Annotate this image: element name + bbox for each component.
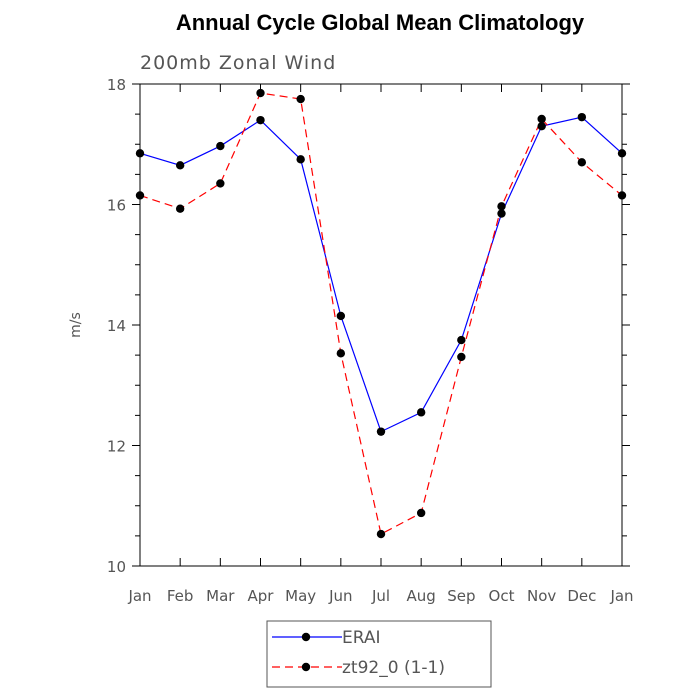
x-tick-label: Aug (407, 587, 436, 605)
legend-marker (301, 632, 311, 642)
data-point (537, 121, 546, 131)
x-tick-label: Feb (167, 587, 194, 605)
x-tick-label: Sep (447, 587, 475, 605)
legend-box (266, 620, 492, 688)
data-point (135, 149, 145, 158)
plot-frame (139, 83, 623, 567)
series-2 (139, 92, 623, 535)
x-tick-label: Jan (127, 587, 151, 605)
data-point (336, 311, 346, 321)
x-tick-label: Mar (206, 587, 235, 605)
series-line (139, 116, 623, 433)
series-line (139, 92, 623, 535)
x-axis-ticks (139, 84, 623, 566)
legend-item: ERAI (272, 628, 381, 648)
data-point (577, 158, 587, 167)
x-axis-tick-labels: Jan Feb Mar Apr May Jun Jul Aug Sep Oct Nov Dec Jan (127, 587, 633, 605)
y-tick-label: 10 (107, 558, 126, 576)
x-tick-label: Apr (248, 587, 275, 605)
chart-title: Annual Cycle Global Mean Climatology (176, 10, 585, 35)
y-tick-label: 16 (107, 197, 126, 215)
x-tick-label: Jul (371, 587, 390, 605)
data-point (175, 204, 185, 213)
y-tick-label: 12 (107, 438, 126, 456)
data-point (175, 161, 185, 170)
data-point (296, 94, 305, 104)
x-tick-label: Oct (489, 587, 515, 605)
chart-subtitle: 200mb Zonal Wind (140, 52, 336, 74)
data-point (497, 209, 506, 218)
data-point (617, 149, 627, 158)
legend-label: ERAI (342, 628, 381, 648)
data-point (296, 155, 305, 164)
data-point (336, 349, 346, 358)
series-layer (135, 88, 627, 539)
data-point (216, 141, 225, 151)
data-point (135, 191, 145, 200)
data-point (617, 191, 627, 200)
series-2-markers (135, 88, 627, 539)
y-axis-ticks (132, 83, 630, 567)
series-1-markers (135, 112, 627, 436)
y-tick-label: 14 (107, 317, 126, 335)
legend-label: zt92_0 (1-1) (342, 658, 445, 678)
data-point (416, 508, 426, 518)
y-tick-label: 18 (107, 76, 126, 94)
legend-marker (301, 662, 311, 672)
data-point (376, 427, 386, 436)
data-point (537, 114, 546, 124)
x-tick-label: Nov (527, 587, 556, 605)
series-1 (139, 116, 623, 433)
data-point (216, 179, 225, 188)
y-axis-label: m/s (68, 312, 84, 338)
data-point (457, 352, 466, 362)
data-point (457, 335, 466, 345)
data-point (376, 529, 386, 539)
legend: ERAI zt92_0 (1-1) (266, 620, 492, 688)
data-point (256, 88, 265, 98)
x-tick-label: May (285, 587, 316, 605)
y-axis-tick-labels: 10 12 14 16 18 (107, 76, 126, 576)
x-tick-label: Jan (609, 587, 633, 605)
x-tick-label: Jun (328, 587, 352, 605)
x-tick-label: Dec (567, 587, 596, 605)
legend-items: ERAI zt92_0 (1-1) (272, 628, 445, 678)
data-point (577, 112, 587, 122)
data-point (416, 408, 426, 417)
data-point (256, 115, 265, 125)
legend-item: zt92_0 (1-1) (272, 658, 445, 678)
data-point (497, 202, 506, 211)
